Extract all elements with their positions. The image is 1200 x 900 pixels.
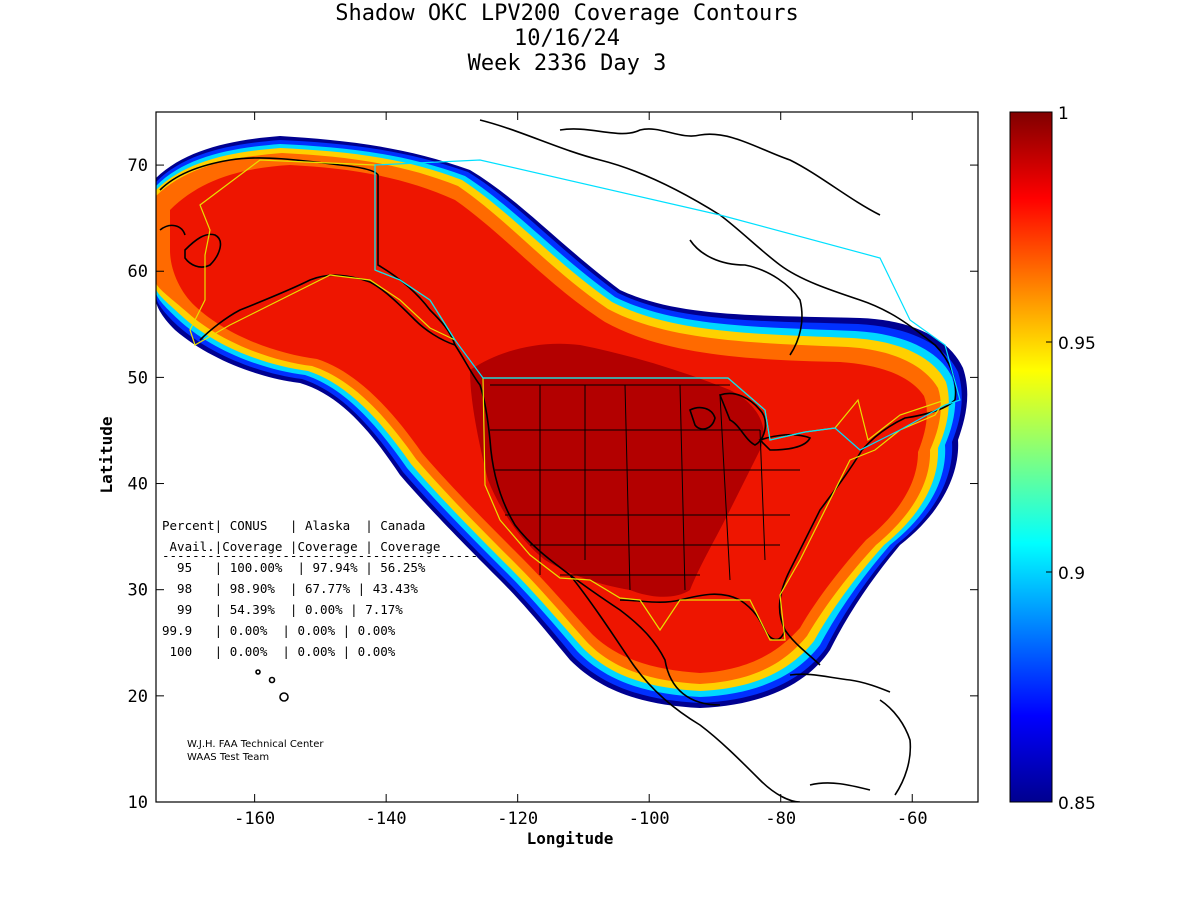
x-axis-label: Longitude (527, 829, 614, 848)
credit-line1: W.J.H. FAA Technical Center (187, 739, 324, 750)
x-tick-label: -140 (366, 809, 407, 829)
credit-line2: WAAS Test Team (187, 752, 269, 763)
table-row: 98 | 98.90% | 67.77% | 43.43% (162, 581, 418, 596)
y-tick-label: 40 (128, 475, 148, 495)
chart-title-week: Week 2336 Day 3 (467, 51, 667, 76)
y-axis-ticks: 10 20 30 40 50 60 70 (128, 156, 978, 813)
table-row: 99 | 54.39% | 0.00% | 7.17% (162, 602, 403, 617)
x-tick-label: -100 (629, 809, 670, 829)
table-header-row2: Avail.|Coverage |Coverage | Coverage (162, 539, 440, 554)
x-tick-label: -120 (497, 809, 538, 829)
y-tick-label: 50 (128, 368, 148, 388)
y-axis-label: Latitude (97, 416, 116, 493)
colorbar-tick-label: 0.9 (1058, 564, 1085, 584)
x-tick-label: -60 (897, 809, 928, 829)
table-row: 100 | 0.00% | 0.00% | 0.00% (162, 644, 396, 659)
coverage-table: Percent| CONUS | Alaska | Canada Avail.|… (162, 518, 478, 659)
y-tick-label: 60 (128, 262, 148, 282)
y-tick-label: 70 (128, 156, 148, 176)
plot-frame (155, 111, 979, 803)
y-tick-label: 30 (128, 581, 148, 601)
x-tick-label: -80 (765, 809, 796, 829)
colorbar-tick-label: 1 (1058, 104, 1069, 124)
chart-title-line1: Shadow OKC LPV200 Coverage Contours (335, 1, 799, 26)
y-tick-label: 20 (128, 687, 148, 707)
table-row: 99.9 | 0.00% | 0.00% | 0.00% (162, 623, 396, 638)
canada-boundary (374, 159, 961, 451)
table-header-row1: Percent| CONUS | Alaska | Canada (162, 518, 425, 533)
table-row: 95 | 100.00% | 97.94% | 56.25% (162, 560, 426, 575)
colorbar-tick-label: 0.95 (1058, 334, 1096, 354)
chart-title-date: 10/16/24 (514, 26, 620, 51)
x-tick-label: -160 (234, 809, 275, 829)
colorbar-ticks: 1 0.95 0.9 0.85 (1046, 104, 1096, 814)
colorbar (1009, 111, 1053, 803)
colorbar-tick-label: 0.85 (1058, 794, 1096, 814)
coverage-contours (156, 119, 968, 802)
y-tick-label: 10 (128, 793, 148, 813)
state-boundaries (490, 384, 800, 591)
table-separator: ----------------------------------------… (162, 548, 478, 563)
x-axis-ticks: -160 -140 -120 -100 -80 -60 (234, 112, 928, 829)
